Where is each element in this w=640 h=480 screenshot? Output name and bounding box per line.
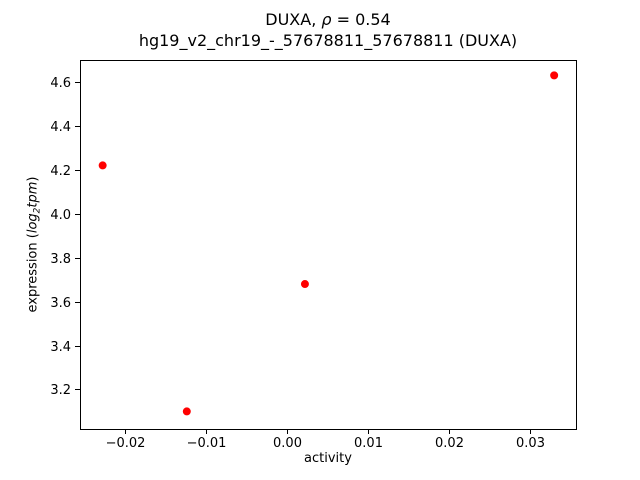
ylabel-suffix: )	[25, 176, 41, 182]
y-tick-label: 3.4	[50, 340, 71, 355]
x-axis-label: activity	[304, 451, 352, 466]
x-tick-label: 0.02	[435, 436, 464, 451]
chart-subtitle: hg19_v2_chr19_-_57678811_57678811 (DUXA)	[138, 31, 518, 50]
data-point	[550, 71, 559, 80]
data-point	[182, 407, 191, 416]
ylabel-tpm: tpm	[25, 181, 41, 208]
title-suffix: = 0.54	[331, 10, 391, 29]
x-tick-label: −0.02	[106, 436, 146, 451]
ylabel-subscript: 2	[32, 207, 43, 214]
data-point	[98, 161, 107, 170]
y-tick-label: 4.4	[50, 120, 71, 135]
y-tick-label: 4.0	[50, 208, 71, 223]
x-tick-label: −0.01	[187, 436, 227, 451]
ylabel-log: log	[25, 213, 41, 234]
y-tick-label: 4.2	[50, 164, 71, 179]
rho-symbol: ρ	[321, 10, 332, 29]
plot-border	[80, 60, 577, 430]
data-point	[300, 280, 309, 289]
x-tick-label: 0.00	[273, 436, 302, 451]
y-tick-label: 3.6	[50, 296, 71, 311]
x-tick-label: 0.03	[516, 436, 545, 451]
y-tick-label: 3.8	[50, 252, 71, 267]
x-tick-label: 0.01	[354, 436, 383, 451]
chart-title-block: DUXA, ρ = 0.54 hg19_v2_chr19_-_57678811_…	[80, 9, 576, 51]
y-tick-label: 3.2	[50, 383, 71, 398]
y-tick-label: 4.6	[50, 76, 71, 91]
y-axis-label: expression (log2tpm)	[26, 145, 43, 345]
title-prefix: DUXA,	[265, 10, 322, 29]
ylabel-prefix: expression (	[25, 233, 41, 313]
chart-title: DUXA, ρ = 0.54	[80, 9, 576, 30]
